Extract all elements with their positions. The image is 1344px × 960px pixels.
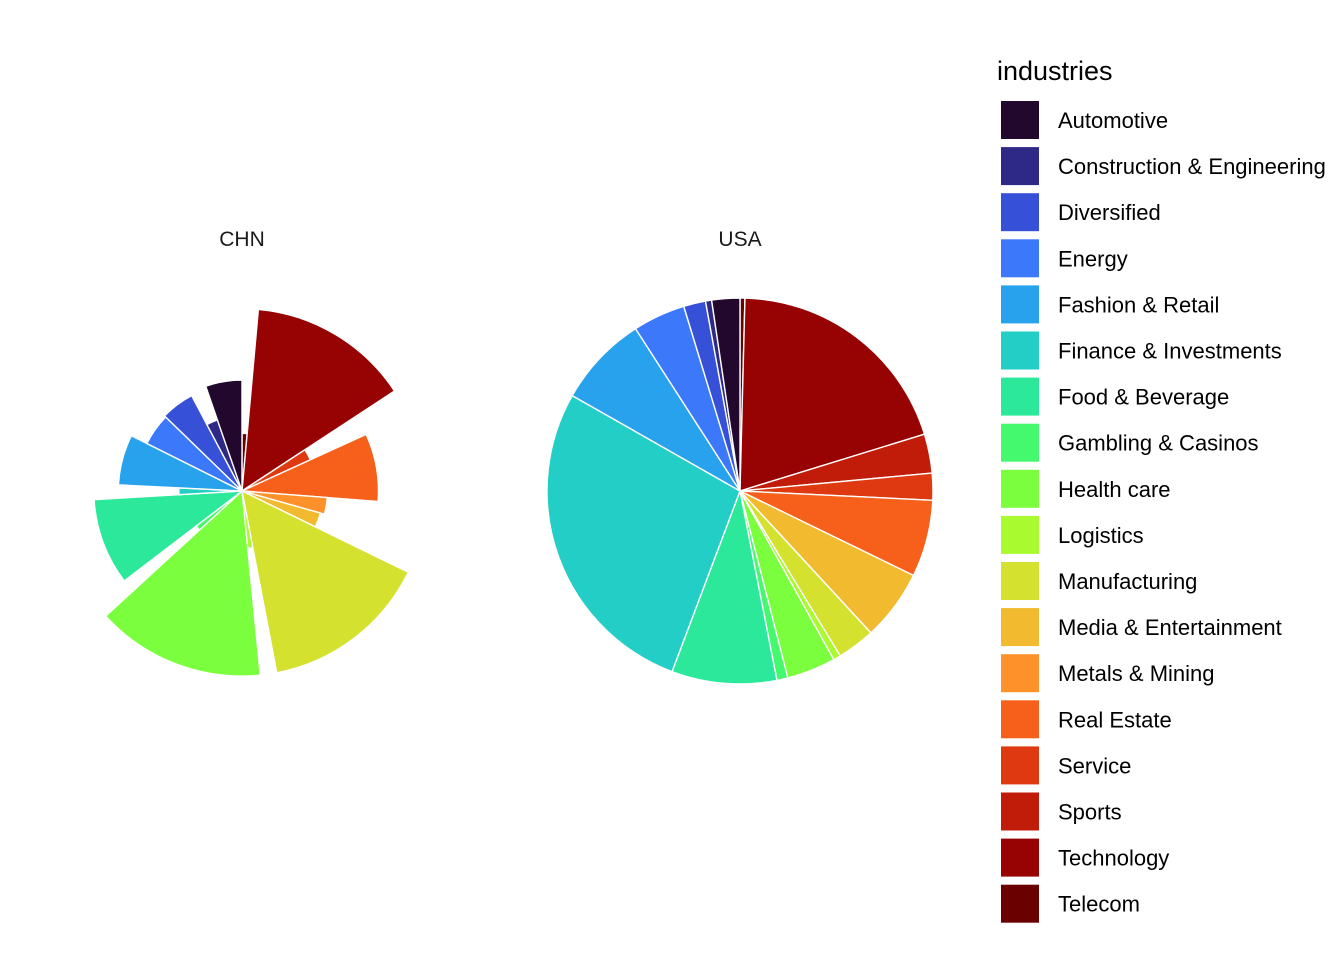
pie-panel-chn: CHN [93,228,409,677]
legend-swatch [1001,884,1039,923]
legend-item-sports: Sports [1001,792,1122,831]
legend-item-gambling-and-casinos: Gambling & Casinos [1001,423,1259,462]
legend-swatch [1001,423,1039,462]
legend-label: Fashion & Retail [1058,292,1219,317]
pie-slice-chn-technology [241,308,396,492]
pie-slice-chn-food-and-beverage [93,490,243,582]
legend-swatch [1001,147,1039,186]
legend-label: Technology [1058,846,1169,871]
legend-swatch [1001,700,1039,739]
legend-item-diversified: Diversified [1001,193,1161,232]
facet-label: USA [718,228,761,251]
pie-slice-usa-food-and-beverage [671,490,778,685]
legend-item-fashion-and-retail: Fashion & Retail [1001,285,1219,324]
legend-swatch [1001,193,1039,232]
legend-label: Construction & Engineering [1058,154,1326,179]
legend-item-technology: Technology [1001,838,1169,877]
legend-swatch [1001,654,1039,693]
legend-swatch [1001,469,1039,508]
legend-item-metals-and-mining: Metals & Mining [1001,654,1215,693]
legend-swatch [1001,562,1039,600]
pie-slice-chn-real-estate [241,433,380,503]
legend-label: Service [1058,753,1131,778]
legend-label: Manufacturing [1058,569,1197,594]
pie-slice-chn-fashion-and-retail [117,434,243,492]
legend-swatch [1001,101,1039,139]
legend-item-food-and-beverage: Food & Beverage [1001,377,1229,416]
legend-label: Telecom [1058,892,1140,917]
legend: industries Automotive Construction & Engi… [997,56,1326,923]
pie-panels: CHN USA [93,228,934,685]
legend-label: Energy [1058,246,1128,271]
legend-swatch [1001,838,1039,877]
pie-slice-usa-automotive [710,297,741,492]
pie-slice-chn-diversified [163,394,243,492]
legend-item-finance-and-investments: Finance & Investments [1001,331,1282,370]
legend-label: Automotive [1058,108,1168,133]
legend-item-telecom: Telecom [1001,884,1140,923]
legend-label: Gambling & Casinos [1058,431,1259,456]
legend-item-service: Service [1001,746,1131,785]
legend-label: Health care [1058,477,1171,502]
legend-swatch [1001,792,1039,831]
legend-label: Sports [1058,800,1122,825]
legend-swatch [1001,331,1039,370]
pie-slice-usa-technology [739,297,926,492]
pie-slice-usa-fashion-and-retail [571,328,741,492]
legend-item-media-and-entertainment: Media & Entertainment [1001,608,1282,647]
legend-label: Food & Beverage [1058,385,1229,410]
legend-label: Real Estate [1058,707,1172,732]
legend-swatch [1001,377,1039,416]
legend-swatch [1001,746,1039,785]
legend-swatch [1001,515,1039,554]
legend-items: Automotive Construction & Engineering Dive… [1001,101,1326,923]
legend-item-energy: Energy [1001,239,1128,278]
pie-panel-usa: USA [546,228,934,685]
legend-label: Media & Entertainment [1058,615,1282,640]
legend-label: Metals & Mining [1058,661,1215,686]
pie-slice-chn-manufacturing [241,490,409,674]
pie-slice-usa-finance-and-investments [546,394,741,673]
facet-label: CHN [219,228,265,251]
legend-item-automotive: Automotive [1001,101,1168,139]
pie-slice-chn-health-care [104,490,261,677]
legend-swatch [1001,285,1039,324]
legend-label: Diversified [1058,200,1161,225]
legend-item-manufacturing: Manufacturing [1001,562,1197,600]
legend-label: Logistics [1058,523,1144,548]
legend-swatch [1001,239,1039,278]
legend-label: Finance & Investments [1058,339,1282,364]
legend-item-construction-and-engineering: Construction & Engineering [1001,147,1326,186]
legend-title: industries [997,56,1113,86]
pie-slice-chn-automotive [205,379,243,492]
legend-swatch [1001,608,1039,647]
legend-item-logistics: Logistics [1001,515,1144,554]
legend-item-health-care: Health care [1001,469,1171,508]
legend-item-real-estate: Real Estate [1001,700,1172,739]
